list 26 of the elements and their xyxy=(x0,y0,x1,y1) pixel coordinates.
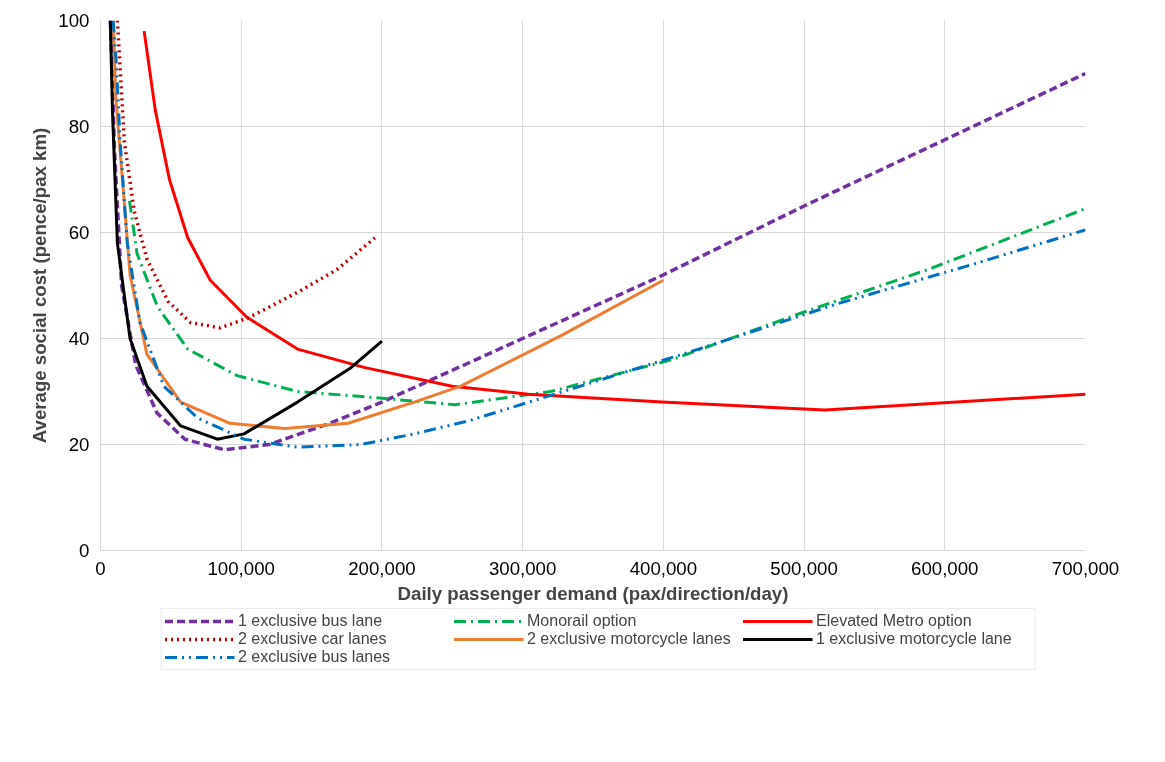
line-series xyxy=(127,199,1086,407)
legend-label: 2 exclusive car lanes xyxy=(238,630,388,648)
legend-label: Elevated Metro option xyxy=(816,612,973,630)
y-tick-label: 60 xyxy=(68,222,90,243)
legend-label: 1 exclusive motorcycle lane xyxy=(816,630,1013,648)
x-axis-title: Daily passenger demand (pax/direction/day) xyxy=(397,582,789,604)
x-tick-label: 600,000 xyxy=(911,557,979,579)
legend-label: Monorail option xyxy=(527,612,638,630)
y-tick-label: 80 xyxy=(68,116,90,137)
line-series xyxy=(108,20,384,441)
y-tick-label: 100 xyxy=(58,10,90,31)
x-tick-label: 300,000 xyxy=(488,557,557,579)
y-tick-label: 0 xyxy=(79,540,90,561)
legend-label: 2 exclusive motorcycle lanes xyxy=(527,630,732,648)
y-tick-label: 20 xyxy=(68,434,90,455)
line-series xyxy=(115,20,377,330)
x-tick-label: 400,000 xyxy=(629,557,698,579)
y-axis-title: Average social cost (pence/pax km) xyxy=(29,127,51,444)
x-tick-label: 500,000 xyxy=(770,557,838,579)
legend-label: 1 exclusive bus lane xyxy=(238,612,384,630)
x-tick-label: 100,000 xyxy=(207,557,275,579)
x-tick-label: 700,000 xyxy=(1051,557,1120,579)
legend-label: 2 exclusive bus lanes xyxy=(238,648,392,666)
x-tick-label: 200,000 xyxy=(348,557,416,579)
y-tick-label: 40 xyxy=(68,328,90,349)
x-tick-label: 0 xyxy=(95,557,106,579)
